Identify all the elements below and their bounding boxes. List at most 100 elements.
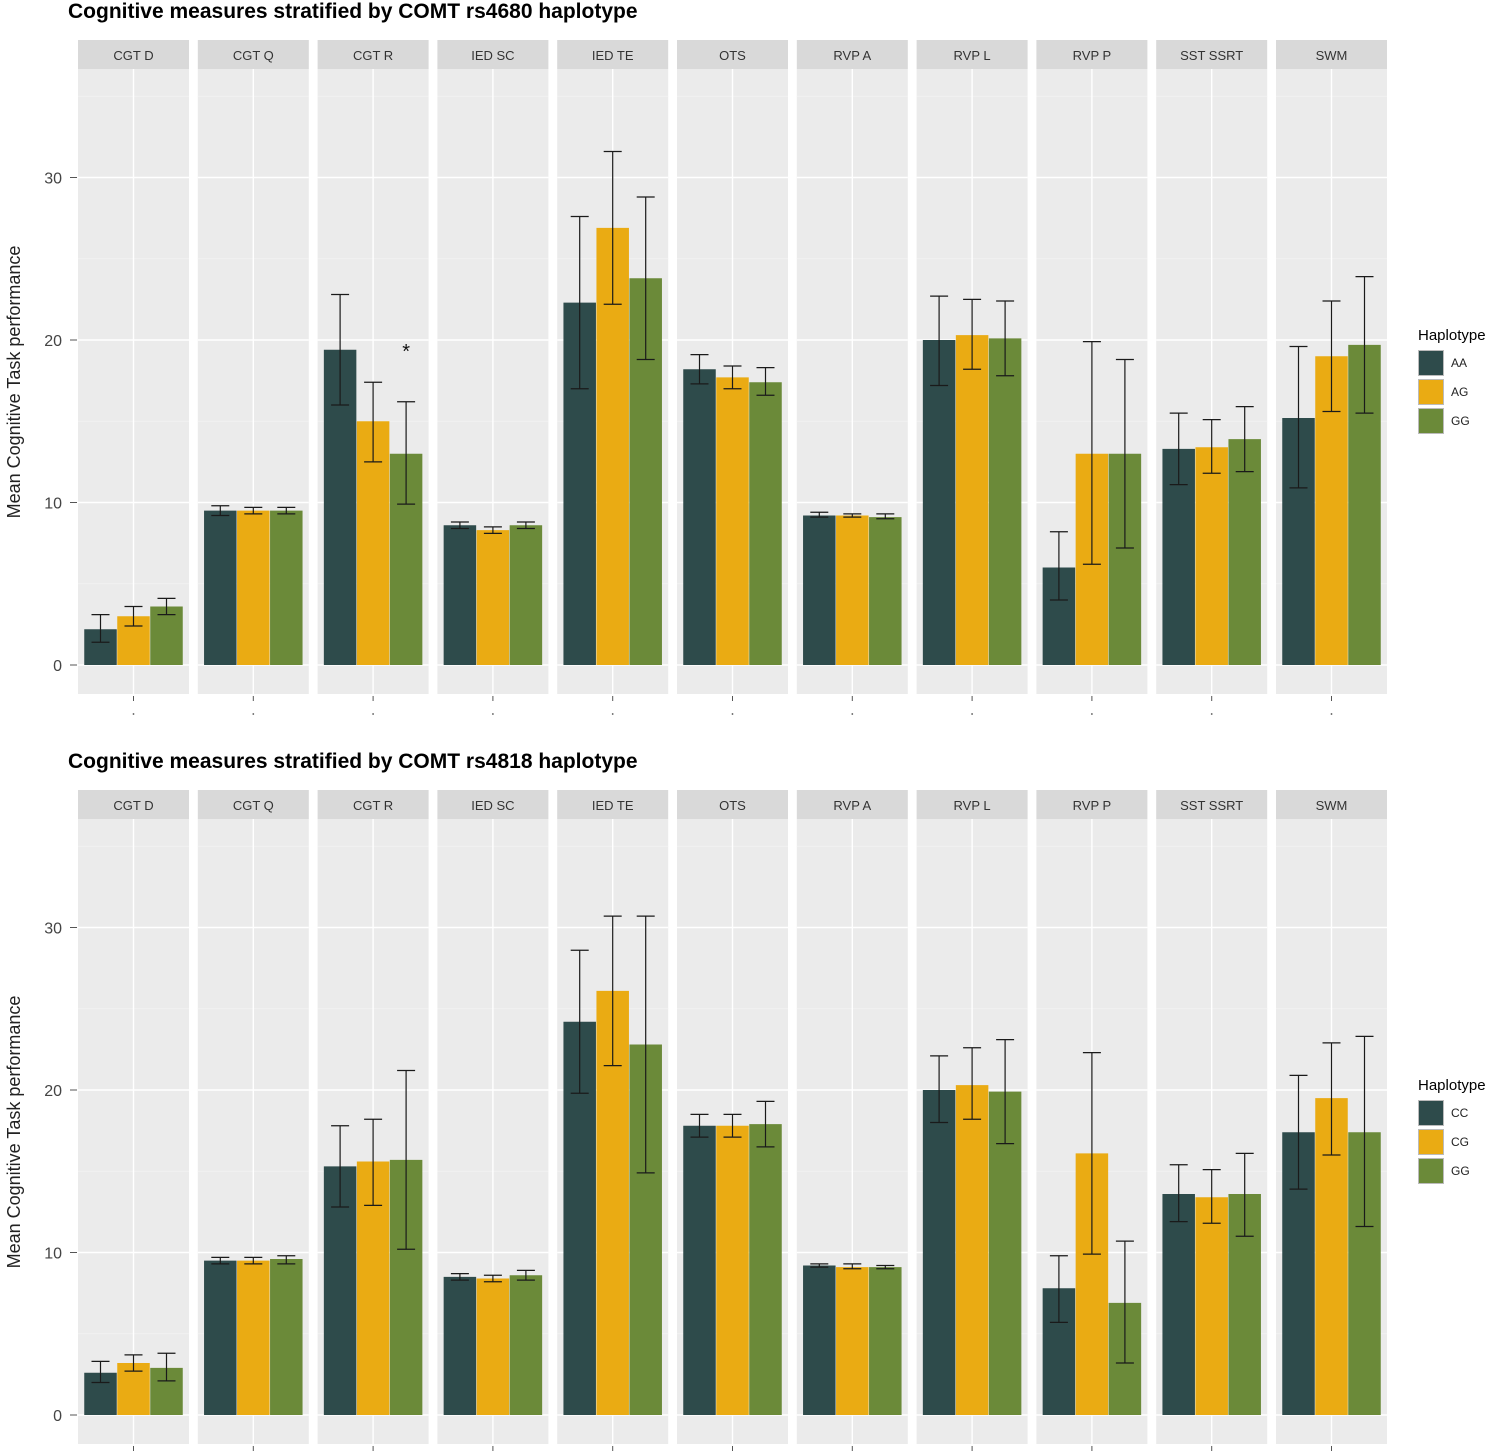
y-tick-label: 0	[53, 1408, 62, 1425]
facet-strip	[796, 40, 908, 69]
x-tick-mark	[1330, 713, 1333, 715]
facet-strip	[1036, 790, 1148, 819]
facet-label: CGT Q	[233, 798, 274, 813]
chart-title: Cognitive measures stratified by COMT rs…	[68, 0, 638, 23]
facet-label: CGT R	[353, 798, 393, 813]
facet-strip	[1036, 40, 1148, 69]
bar	[955, 335, 989, 665]
legend-label: AA	[1451, 355, 1468, 370]
facet-label: SST SSRT	[1180, 798, 1243, 813]
x-tick-mark	[372, 713, 374, 715]
legend-item: CG	[1418, 1127, 1486, 1156]
facet-strip	[78, 40, 189, 69]
chart-rs4818: Cognitive measures stratified by COMT rs…	[0, 750, 1499, 1451]
bar	[716, 377, 749, 665]
y-tick-label: 20	[44, 1083, 62, 1100]
legend-swatch	[1418, 1099, 1444, 1126]
bar	[869, 1267, 902, 1415]
significance-marker: *	[402, 341, 410, 363]
chart-plot-area: Mean Cognitive Task performance 0 10 20 30 CG…	[4, 40, 1387, 715]
y-axis-label: Mean Cognitive Task performance	[4, 996, 24, 1269]
bar	[443, 1276, 477, 1415]
facet-strip	[677, 790, 788, 819]
bar	[443, 525, 477, 665]
facet-strip	[1276, 40, 1387, 69]
bar	[869, 517, 902, 665]
chart-plot-area: Mean Cognitive Task performance 0 10 20 30 CG…	[4, 790, 1387, 1451]
legend-item: GG	[1418, 1156, 1486, 1185]
bar	[509, 525, 543, 665]
legend-label: GG	[1451, 1163, 1470, 1178]
y-tick-label: 30	[44, 171, 62, 188]
legend-item: CC	[1418, 1098, 1486, 1127]
bar	[476, 1278, 510, 1415]
legend-item: GG	[1418, 406, 1486, 435]
facet-label: RVP A	[833, 48, 871, 63]
bar	[204, 1260, 237, 1415]
y-tick-label: 0	[53, 658, 62, 675]
bar	[270, 1259, 303, 1415]
legend-swatch	[1418, 1157, 1444, 1184]
bar	[683, 1125, 716, 1415]
bar	[803, 515, 836, 665]
bar	[323, 1166, 357, 1415]
legend-swatch	[1418, 378, 1444, 405]
legend-swatch	[1418, 1128, 1444, 1155]
facet-strip	[557, 790, 669, 819]
chart-title: Cognitive measures stratified by COMT rs…	[68, 750, 638, 773]
x-tick-mark	[851, 713, 854, 715]
x-tick-mark	[1210, 713, 1213, 715]
legend-label: AG	[1451, 384, 1469, 399]
bar	[988, 1091, 1022, 1415]
bar	[1195, 447, 1228, 665]
legend-label: GG	[1451, 413, 1470, 428]
facet-label: CGT D	[113, 798, 153, 813]
facet-label: IED TE	[592, 798, 634, 813]
x-tick-mark	[492, 713, 494, 715]
bar	[988, 338, 1022, 665]
facet-label: RVP A	[833, 798, 871, 813]
bar	[716, 1125, 749, 1415]
facet-label: CGT D	[113, 48, 153, 63]
bar	[1195, 1197, 1228, 1415]
x-tick-mark	[132, 713, 135, 715]
facet-label: SST SSRT	[1180, 48, 1243, 63]
facet-label: RVP P	[1073, 798, 1112, 813]
bar	[803, 1265, 836, 1415]
facet-strip	[317, 40, 429, 69]
facet-strip	[796, 790, 908, 819]
bar	[749, 1124, 782, 1415]
legend-label: CG	[1451, 1134, 1469, 1149]
facet-label: RVP P	[1073, 48, 1112, 63]
legend-label: CC	[1451, 1105, 1469, 1120]
bar	[922, 340, 956, 665]
bar	[237, 1260, 270, 1415]
facet-label: SWM	[1316, 798, 1348, 813]
facet-strip	[1156, 40, 1268, 69]
bar	[683, 369, 716, 665]
x-tick-mark	[1091, 713, 1093, 715]
bar	[509, 1275, 543, 1415]
facet-strip	[677, 40, 788, 69]
facet-label: RVP L	[954, 798, 991, 813]
bar	[922, 1090, 956, 1415]
y-tick-label: 30	[44, 921, 62, 938]
facet-strip	[1276, 790, 1387, 819]
legend-title: Haplotype	[1418, 327, 1486, 344]
facet-strip	[916, 40, 1028, 69]
legend-item: AG	[1418, 377, 1486, 406]
facet-strip	[78, 790, 189, 819]
chart-rs4680: Cognitive measures stratified by COMT rs…	[0, 0, 1499, 725]
facet-label: SWM	[1316, 48, 1348, 63]
facet-label: CGT R	[353, 48, 393, 63]
facet-label: CGT Q	[233, 48, 274, 63]
y-tick-label: 10	[44, 1246, 62, 1263]
x-tick-mark	[971, 713, 973, 715]
y-tick-label: 10	[44, 496, 62, 513]
facet-label: RVP L	[954, 48, 991, 63]
bar	[270, 510, 303, 665]
bar	[237, 510, 270, 665]
legend: Haplotype CC CG GG	[1418, 1077, 1486, 1185]
x-tick-mark	[611, 713, 614, 715]
y-axis-label: Mean Cognitive Task performance	[4, 246, 24, 519]
